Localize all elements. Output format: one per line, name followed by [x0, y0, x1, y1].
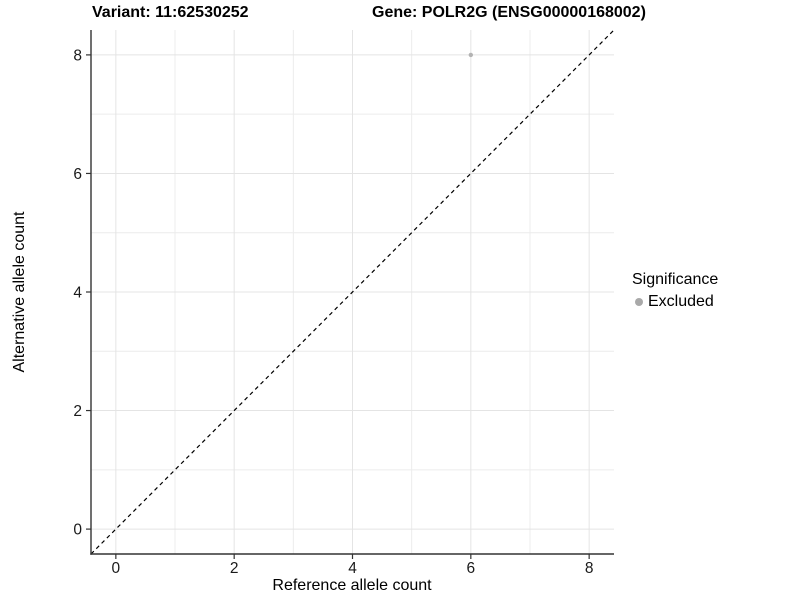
x-tick-label: 6: [467, 560, 476, 577]
y-tick-label: 0: [73, 522, 82, 539]
legend-item-excluded: Excluded: [632, 293, 718, 311]
plot-title-variant: Variant: 11:62530252: [92, 4, 249, 21]
y-tick-label: 4: [73, 285, 82, 302]
data-point: [468, 52, 474, 58]
legend-title: Significance: [632, 271, 719, 288]
legend: Significance Excluded: [632, 271, 718, 311]
plot-title-gene: Gene: POLR2G (ENSG00000168002): [372, 4, 646, 21]
y-tick-label: 8: [73, 47, 82, 64]
identity-reference-line: [90, 29, 615, 555]
y-tick-label: 6: [73, 166, 82, 183]
legend-item-label: Excluded: [648, 293, 714, 310]
legend-point-icon: [635, 298, 643, 306]
x-tick-label: 4: [348, 560, 357, 577]
x-tick-label: 8: [585, 560, 594, 577]
y-tick-label: 2: [73, 403, 82, 420]
y-axis-title: Alternative allele count: [11, 211, 28, 373]
x-axis-title: Reference allele count: [272, 577, 432, 594]
x-tick-label: 0: [112, 560, 121, 577]
x-tick-label: 2: [230, 560, 239, 577]
